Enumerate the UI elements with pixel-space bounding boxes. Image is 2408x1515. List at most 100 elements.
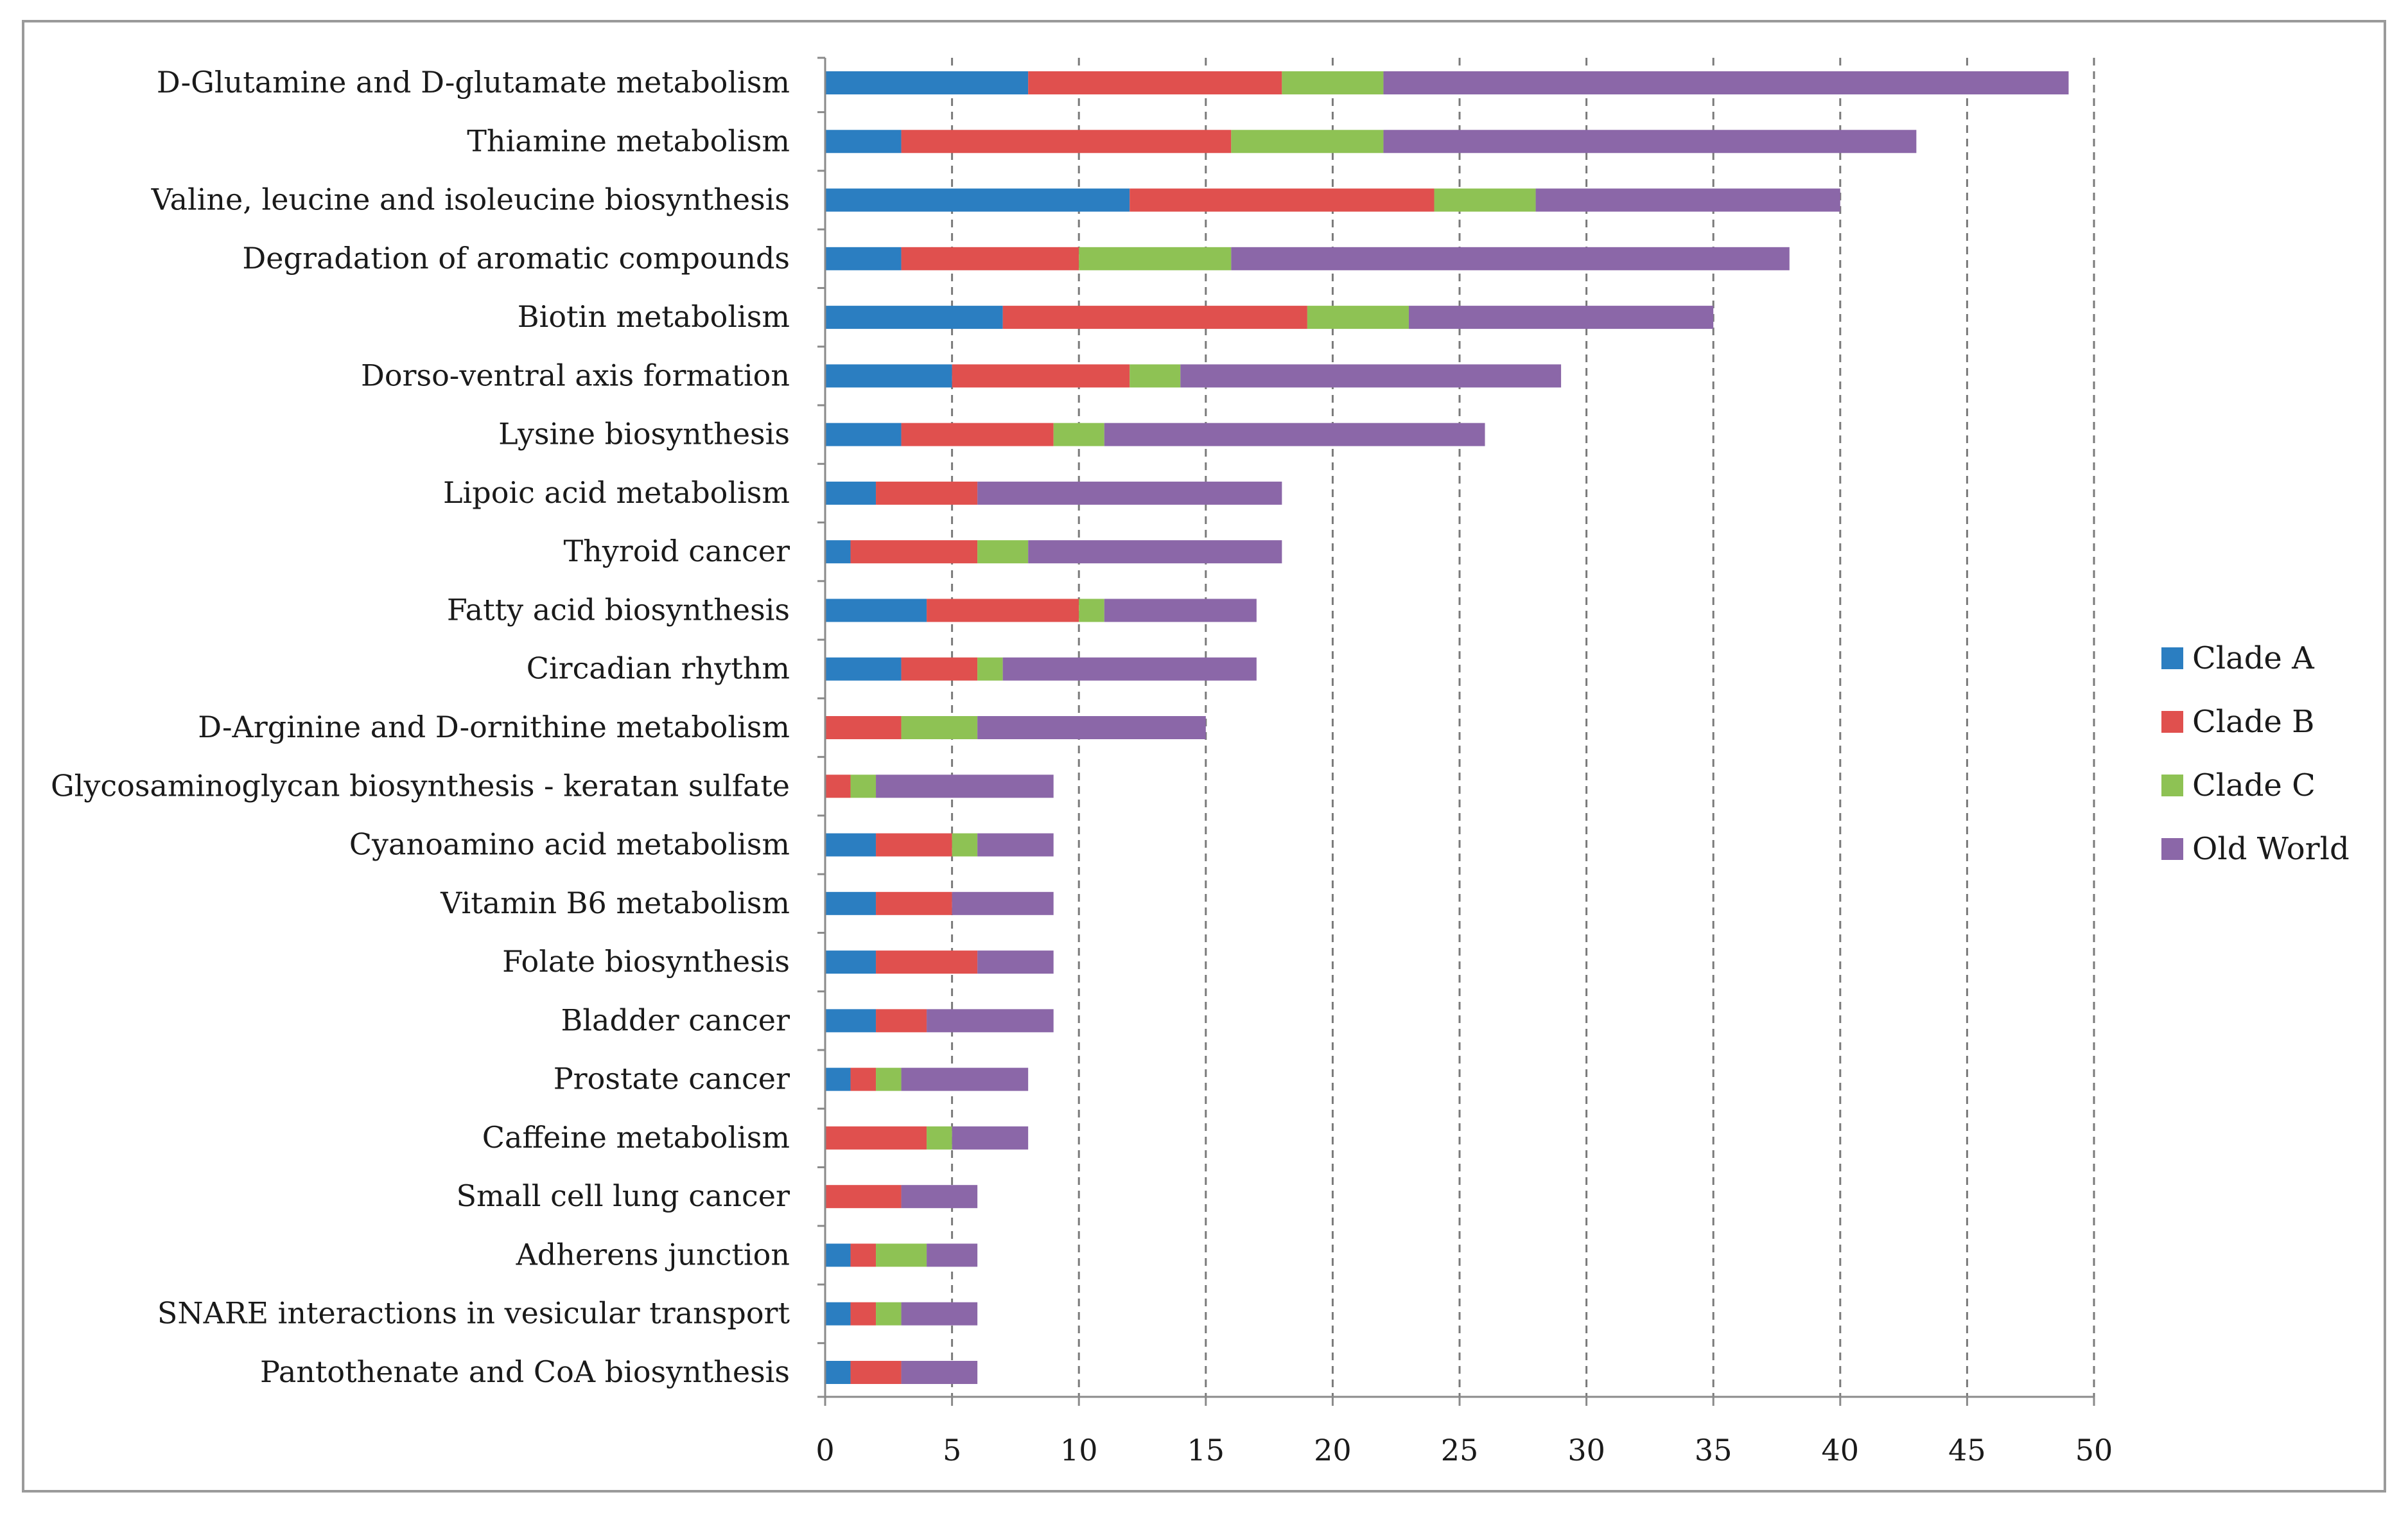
bar-clade-a-20 <box>825 1243 851 1267</box>
bar-clade-a-14 <box>825 891 877 915</box>
bar-clade-b-20 <box>850 1243 877 1267</box>
bar-clade-b-7 <box>876 481 978 505</box>
bar-old-world-16 <box>927 1009 1054 1033</box>
category-label: Cyanoamino acid metabolism <box>349 827 790 862</box>
bar-old-world-7 <box>977 481 1282 505</box>
bar-old-world-5 <box>1180 364 1562 388</box>
bar-clade-b-14 <box>876 891 952 915</box>
x-tick-label-45: 45 <box>1948 1433 1986 1467</box>
bar-clade-b-15 <box>876 950 978 974</box>
category-labels: D-Glutamine and D-glutamate metabolism Th… <box>51 65 790 1389</box>
category-label: D-Glutamine and D-glutamate metabolism <box>157 65 790 100</box>
bar-clade-b-9 <box>927 599 1079 622</box>
bar-clade-c-17 <box>876 1067 902 1091</box>
bar-clade-b-21 <box>850 1302 877 1326</box>
category-label: Folate biosynthesis <box>502 944 790 979</box>
legend-label-clade-a: Clade A <box>2192 640 2315 676</box>
bar-clade-c-4 <box>1307 306 1409 329</box>
x-tick-label-15: 15 <box>1187 1433 1225 1467</box>
category-label: Adherens junction <box>516 1237 790 1272</box>
bar-old-world-2 <box>1535 188 1840 212</box>
category-label: Pantothenate and CoA biosynthesis <box>260 1354 790 1389</box>
legend-swatch-old-world <box>2161 838 2183 860</box>
bar-old-world-14 <box>952 891 1054 915</box>
bar-old-world-4 <box>1408 306 1714 329</box>
category-label: Vitamin B6 metabolism <box>440 886 790 920</box>
bar-old-world-0 <box>1383 71 2069 94</box>
bar-clade-a-2 <box>825 188 1130 212</box>
legend-label-old-world: Old World <box>2192 831 2350 867</box>
bar-old-world-18 <box>952 1126 1029 1150</box>
bar-clade-a-5 <box>825 364 952 388</box>
category-label: Lipoic acid metabolism <box>443 475 790 510</box>
bar-old-world-15 <box>977 950 1054 974</box>
bar-clade-a-16 <box>825 1009 877 1033</box>
bar-clade-b-5 <box>952 364 1130 388</box>
bar-old-world-3 <box>1231 247 1790 270</box>
bar-old-world-10 <box>1002 657 1257 681</box>
bar-clade-b-19 <box>825 1185 902 1209</box>
bar-old-world-17 <box>901 1067 1029 1091</box>
bar-clade-c-6 <box>1053 423 1104 446</box>
bar-clade-b-17 <box>850 1067 877 1091</box>
bar-clade-b-18 <box>825 1126 927 1150</box>
x-tick-label-35: 35 <box>1695 1433 1732 1467</box>
bar-clade-a-15 <box>825 950 877 974</box>
bar-clade-c-3 <box>1079 247 1232 270</box>
bar-old-world-1 <box>1383 130 1917 153</box>
bar-old-world-20 <box>927 1243 978 1267</box>
bar-clade-c-12 <box>850 775 877 798</box>
category-label: SNARE interactions in vesicular transpor… <box>157 1296 790 1331</box>
bar-clade-a-6 <box>825 423 902 446</box>
category-label: Caffeine metabolism <box>482 1120 790 1155</box>
bar-clade-b-10 <box>901 657 978 681</box>
bar-clade-c-21 <box>876 1302 902 1326</box>
bars <box>825 71 2069 1384</box>
bar-clade-c-18 <box>927 1126 952 1150</box>
bar-clade-c-2 <box>1434 188 1536 212</box>
bar-clade-a-22 <box>825 1361 851 1384</box>
legend-swatch-clade-b <box>2161 711 2183 733</box>
bar-clade-b-3 <box>901 247 1079 270</box>
bar-clade-c-9 <box>1079 599 1104 622</box>
bar-old-world-8 <box>1028 540 1282 564</box>
bar-clade-a-1 <box>825 130 902 153</box>
bar-clade-b-2 <box>1130 188 1435 212</box>
x-tick-label-30: 30 <box>1567 1433 1605 1467</box>
bar-old-world-11 <box>977 716 1206 739</box>
bar-clade-a-21 <box>825 1302 851 1326</box>
bar-clade-a-4 <box>825 306 1003 329</box>
x-tick-label-20: 20 <box>1314 1433 1352 1467</box>
category-label: Thiamine metabolism <box>467 123 790 158</box>
bar-clade-c-11 <box>901 716 978 739</box>
category-label: Lysine biosynthesis <box>498 417 790 451</box>
category-label: Prostate cancer <box>554 1062 790 1096</box>
bar-clade-b-22 <box>850 1361 902 1384</box>
bar-clade-a-0 <box>825 71 1029 94</box>
category-label: Dorso-ventral axis formation <box>361 358 790 392</box>
category-label: Biotin metabolism <box>518 299 790 334</box>
x-tick-label-0: 0 <box>816 1433 834 1467</box>
bar-clade-a-3 <box>825 247 902 270</box>
category-label: Circadian rhythm <box>527 651 790 686</box>
bar-clade-c-10 <box>977 657 1003 681</box>
bar-clade-a-7 <box>825 481 877 505</box>
bar-clade-b-16 <box>876 1009 927 1033</box>
bar-clade-c-5 <box>1130 364 1181 388</box>
bar-old-world-21 <box>901 1302 978 1326</box>
bar-clade-c-13 <box>952 833 978 857</box>
bar-clade-b-13 <box>876 833 952 857</box>
bar-clade-b-1 <box>901 130 1232 153</box>
legend-label-clade-c: Clade C <box>2192 767 2316 803</box>
legend-swatch-clade-a <box>2161 647 2183 669</box>
legend: Clade A Clade B Clade C Old World <box>2161 640 2350 867</box>
legend-label-clade-b: Clade B <box>2192 704 2314 740</box>
grid-lines <box>951 58 2095 1397</box>
bar-old-world-19 <box>901 1185 978 1209</box>
bar-old-world-13 <box>977 833 1054 857</box>
x-tick-label-10: 10 <box>1060 1433 1098 1467</box>
x-tick-label-40: 40 <box>1822 1433 1860 1467</box>
bar-clade-a-17 <box>825 1067 851 1091</box>
bar-clade-b-11 <box>825 716 902 739</box>
